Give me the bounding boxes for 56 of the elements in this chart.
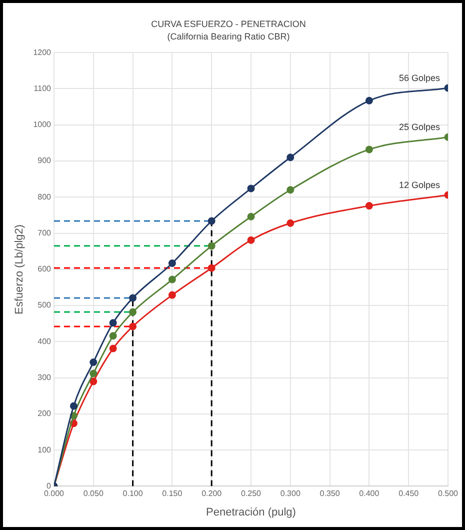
x-tick-label: 0.300 (280, 489, 301, 498)
series-label: 12 Golpes (398, 180, 440, 190)
x-tick-label: 0.450 (398, 489, 420, 498)
point (90, 378, 98, 386)
y-axis-title: Esfuerzo (Lb/plg2) (14, 224, 26, 314)
point (208, 217, 216, 225)
y-tick-label: 300 (38, 373, 52, 382)
point (109, 344, 117, 352)
x-tick-label: 0.350 (320, 489, 340, 498)
point (208, 242, 216, 250)
y-tick-label: 900 (38, 156, 52, 166)
point (129, 308, 137, 316)
point (286, 154, 294, 162)
point (70, 402, 78, 410)
x-axis-title: Penetración (pulg) (206, 506, 296, 518)
series-label: 25 Golpes (398, 122, 440, 132)
point (208, 264, 216, 272)
x-tick-label: 0.500 (438, 489, 459, 498)
point (365, 146, 373, 154)
x-tick-label: 0.000 (44, 489, 65, 498)
y-tick-label: 500 (38, 300, 52, 310)
x-tick-label: 0.050 (83, 489, 104, 498)
y-tick-label: 1000 (33, 120, 52, 130)
point (168, 291, 176, 299)
x-tick-label: 0.400 (359, 489, 380, 498)
x-tick-label: 0.250 (240, 489, 262, 498)
point (247, 212, 255, 220)
chart-title: CURVA ESFUERZO - PENETRACION (151, 18, 306, 29)
point (168, 260, 176, 268)
y-tick-label: 0 (46, 481, 52, 490)
point (109, 319, 117, 327)
point (286, 219, 294, 227)
chart-subtitle: (California Bearing Ratio CBR) (167, 32, 290, 42)
series-label: 56 Golpes (398, 72, 440, 83)
point (168, 276, 176, 284)
point (247, 184, 255, 192)
y-tick-label: 100 (38, 445, 52, 454)
x-tick-label: 0.100 (122, 489, 144, 498)
point (365, 202, 373, 210)
point (109, 332, 117, 340)
y-tick-label: 700 (38, 228, 52, 238)
point (286, 186, 294, 194)
x-tick-label: 0.200 (202, 489, 222, 498)
y-tick-label: 400 (38, 336, 52, 346)
y-tick-label: 200 (38, 409, 52, 418)
y-tick-label: 800 (38, 192, 52, 202)
point (365, 96, 373, 104)
point (247, 236, 255, 244)
point (129, 294, 137, 302)
x-tick-label: 0.150 (162, 489, 183, 498)
y-tick-label: 1200 (33, 48, 52, 57)
point (90, 358, 98, 366)
y-tick-label: 600 (38, 264, 52, 274)
point (90, 370, 98, 378)
point (129, 322, 137, 330)
y-tick-label: 1100 (34, 84, 52, 93)
